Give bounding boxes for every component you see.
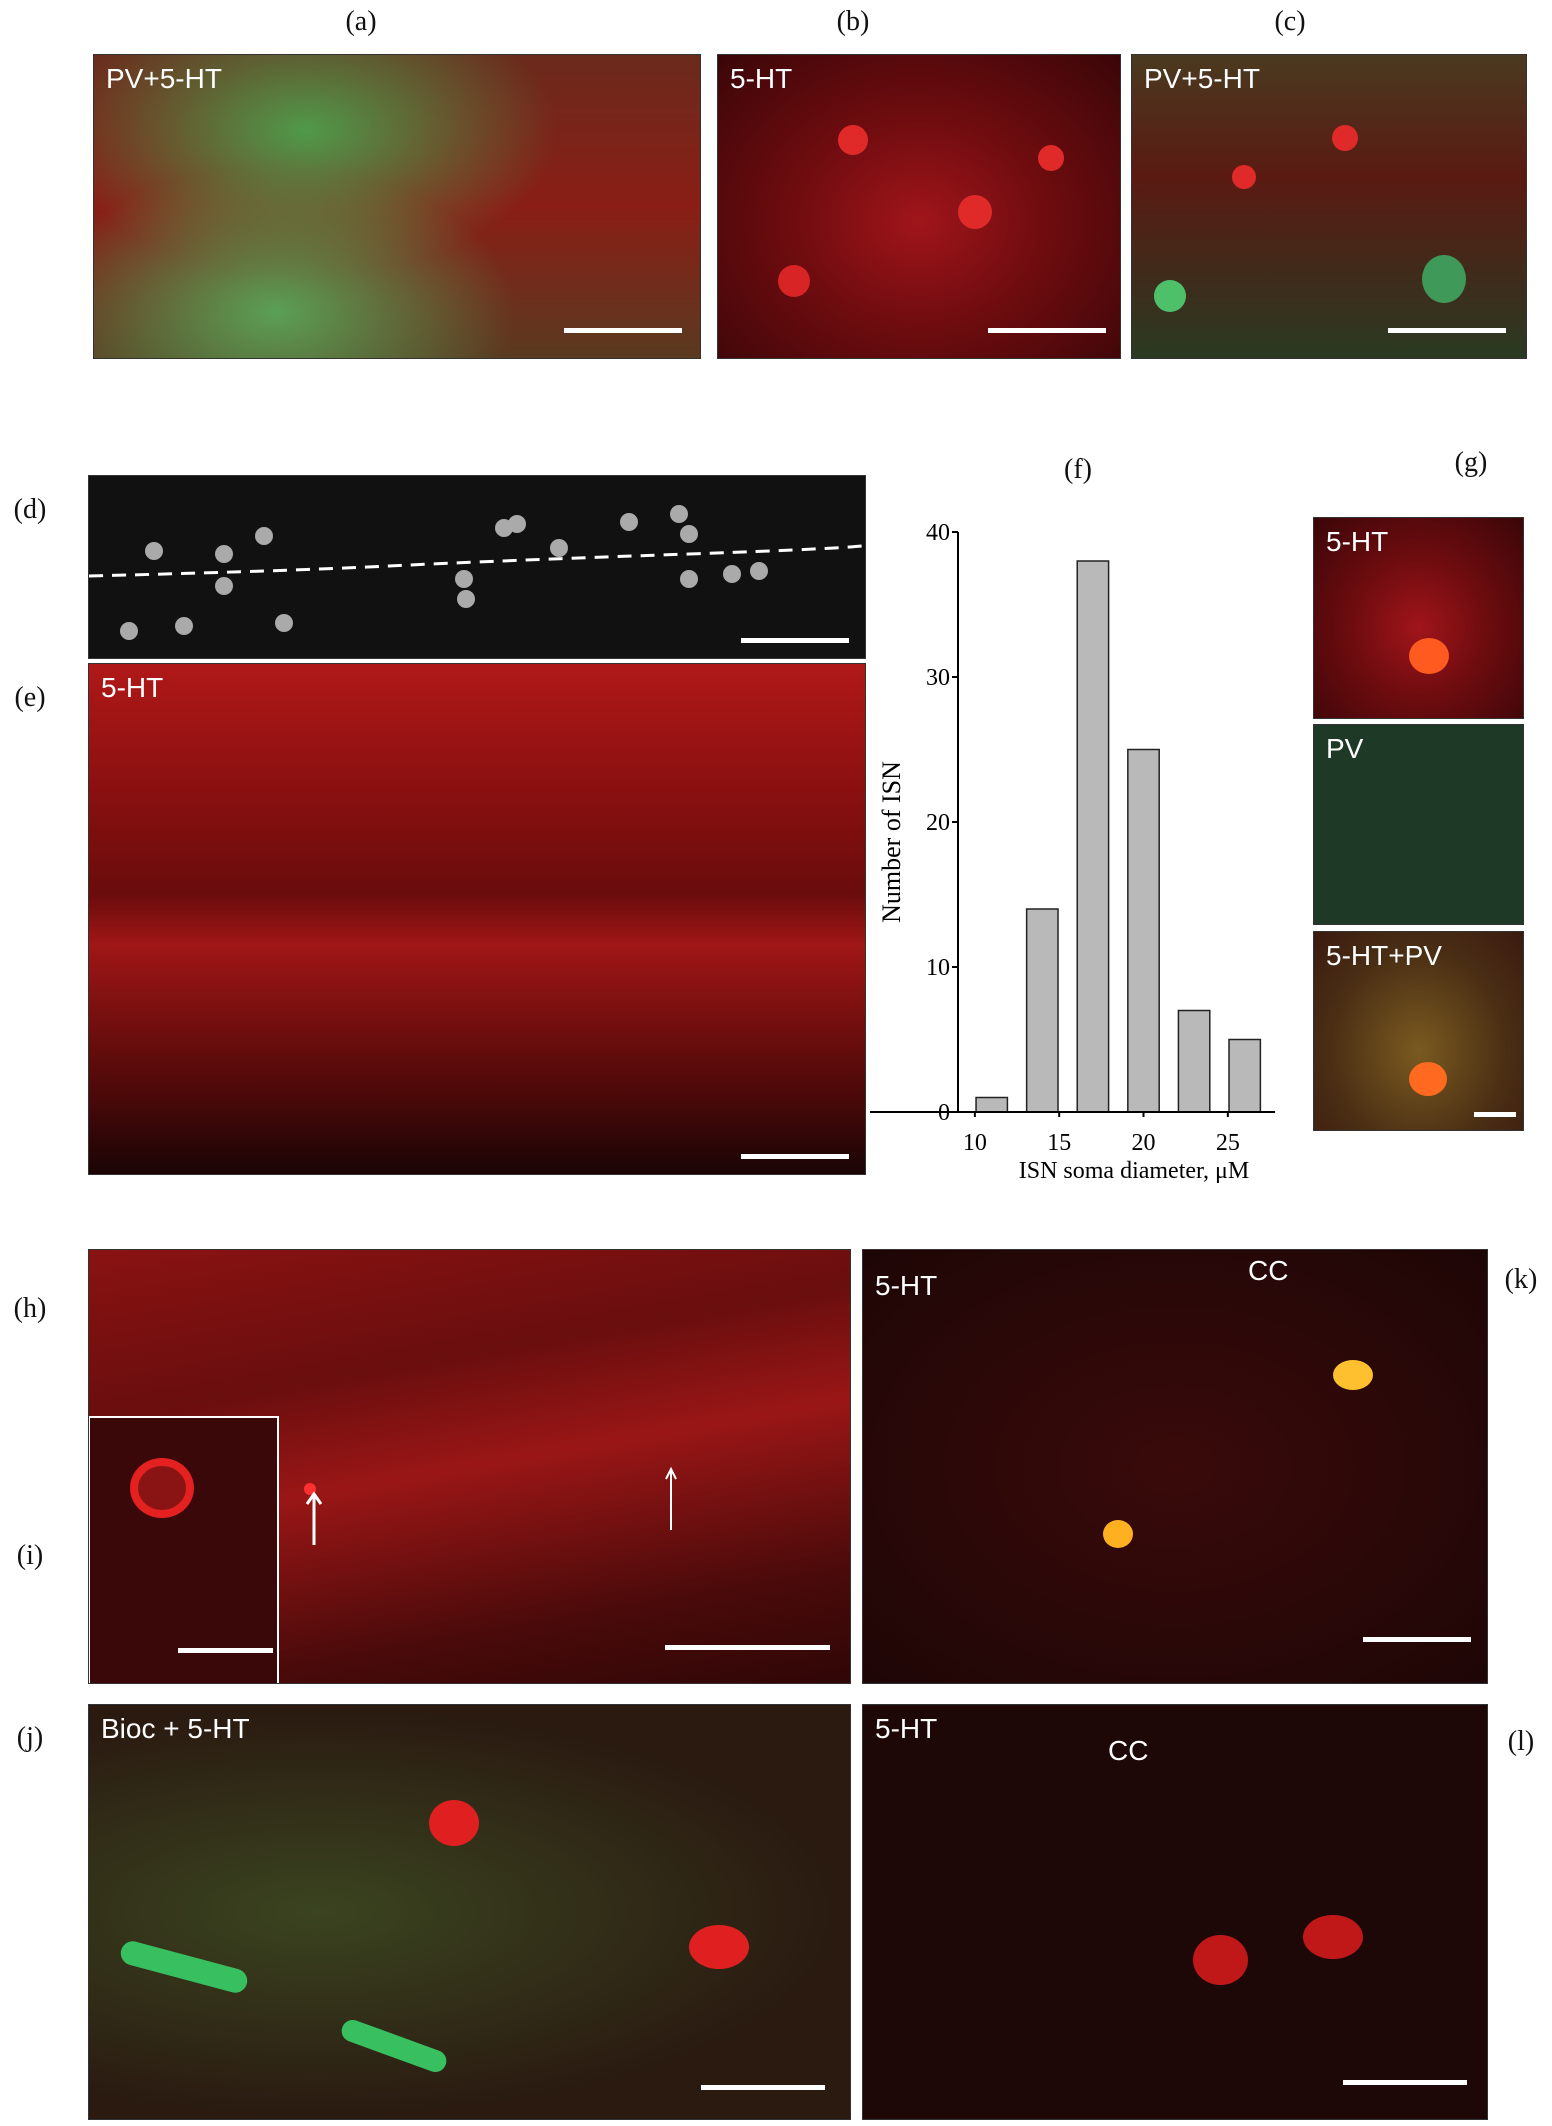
x-tick-label: 25 <box>1216 1130 1240 1156</box>
panel-label-j: (j) <box>16 1722 44 1753</box>
scale-bar <box>1388 328 1506 333</box>
x-tick-label: 15 <box>1047 1130 1071 1156</box>
panel-label-b: (b) <box>836 6 870 37</box>
micrograph-j: Bioc + 5-HT <box>88 1704 851 2120</box>
image-label-l: 5-HT <box>875 1713 938 1744</box>
scale-bar <box>178 1648 273 1653</box>
panel-label-l: (l) <box>1507 1726 1535 1757</box>
panel-label-a: (a) <box>345 6 377 37</box>
panel-label-c: (c) <box>1274 6 1306 37</box>
histogram-bar <box>1127 748 1160 1113</box>
image-label-k-cc: CC <box>1248 1255 1289 1286</box>
micrograph-c: PV+5-HT <box>1131 54 1527 359</box>
micrograph-a: PV+5-HT <box>93 54 701 359</box>
histogram-bar <box>1177 1009 1211 1113</box>
scale-bar <box>665 1645 830 1650</box>
image-label-b: 5-HT <box>730 63 793 94</box>
scale-bar <box>564 328 682 333</box>
y-tick-label: 20 <box>926 810 950 836</box>
histogram-bar <box>1025 908 1059 1113</box>
panel-label-f: (f) <box>1064 454 1092 485</box>
micrograph-g-5ht: 5-HT <box>1313 517 1524 719</box>
scale-bar <box>988 328 1106 333</box>
y-axis-label: Number of ISN <box>877 761 906 923</box>
panel-label-i: (i) <box>16 1540 44 1571</box>
image-label-c: PV+5-HT <box>1144 63 1260 94</box>
scale-bar <box>741 638 849 643</box>
scale-bar <box>1343 2080 1467 2085</box>
image-label-g3: 5-HT+PV <box>1326 940 1442 971</box>
image-label-l-cc: CC <box>1108 1735 1149 1766</box>
x-axis-label: ISN soma diameter, μM <box>1019 1158 1250 1184</box>
micrograph-g-pv: PV <box>1313 724 1524 925</box>
y-tick-label: 40 <box>926 520 950 546</box>
panel-label-k: (k) <box>1504 1264 1538 1295</box>
x-tick-label: 20 <box>1132 1130 1156 1156</box>
panel-label-g: (g) <box>1454 447 1488 478</box>
image-label-e: 5-HT <box>101 672 164 703</box>
scale-bar <box>1474 1112 1516 1117</box>
x-tick-label: 10 <box>963 1130 987 1156</box>
histogram-bar <box>975 1096 1009 1113</box>
y-tick-label: 10 <box>926 955 950 981</box>
image-label-g1: 5-HT <box>1326 526 1389 557</box>
image-label-g2: PV <box>1326 733 1364 764</box>
histogram-bar <box>1076 560 1110 1113</box>
arrow-icon <box>665 1466 677 1530</box>
y-tick-label: 30 <box>926 665 950 691</box>
micrograph-l: 5-HT CC <box>862 1704 1488 2120</box>
image-label-a: PV+5-HT <box>106 63 222 94</box>
micrograph-e: 5-HT <box>88 663 866 1175</box>
histogram-bar <box>1228 1038 1262 1113</box>
panel-label-e: (e) <box>14 682 46 713</box>
scale-bar <box>741 1154 849 1159</box>
micrograph-h <box>88 1249 851 1684</box>
inset-i <box>89 1416 279 1683</box>
image-label-j: Bioc + 5-HT <box>101 1713 250 1744</box>
scale-bar <box>1363 1637 1471 1642</box>
panel-label-h: (h) <box>13 1293 47 1324</box>
arrow-icon <box>305 1491 323 1545</box>
micrograph-k: 5-HT CC <box>862 1249 1488 1684</box>
soma-map-d <box>88 475 866 659</box>
scale-bar <box>701 2085 825 2090</box>
soma-positions <box>89 505 865 640</box>
micrograph-b: 5-HT <box>717 54 1121 359</box>
y-tick-label: 0 <box>938 1100 950 1126</box>
micrograph-g-merge: 5-HT+PV <box>1313 931 1524 1131</box>
image-label-k: 5-HT <box>875 1270 938 1301</box>
panel-label-d: (d) <box>13 494 47 525</box>
